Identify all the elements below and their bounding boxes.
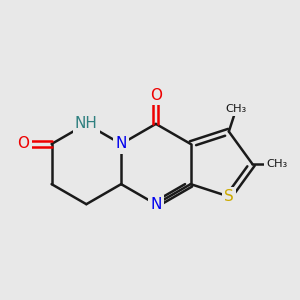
Text: NH: NH [75,116,98,131]
Text: O: O [17,136,29,152]
Text: O: O [150,88,162,103]
Text: CH₃: CH₃ [266,159,287,169]
Text: N: N [116,136,127,152]
Text: CH₃: CH₃ [226,104,247,114]
Text: S: S [224,189,234,204]
Text: N: N [150,197,162,212]
